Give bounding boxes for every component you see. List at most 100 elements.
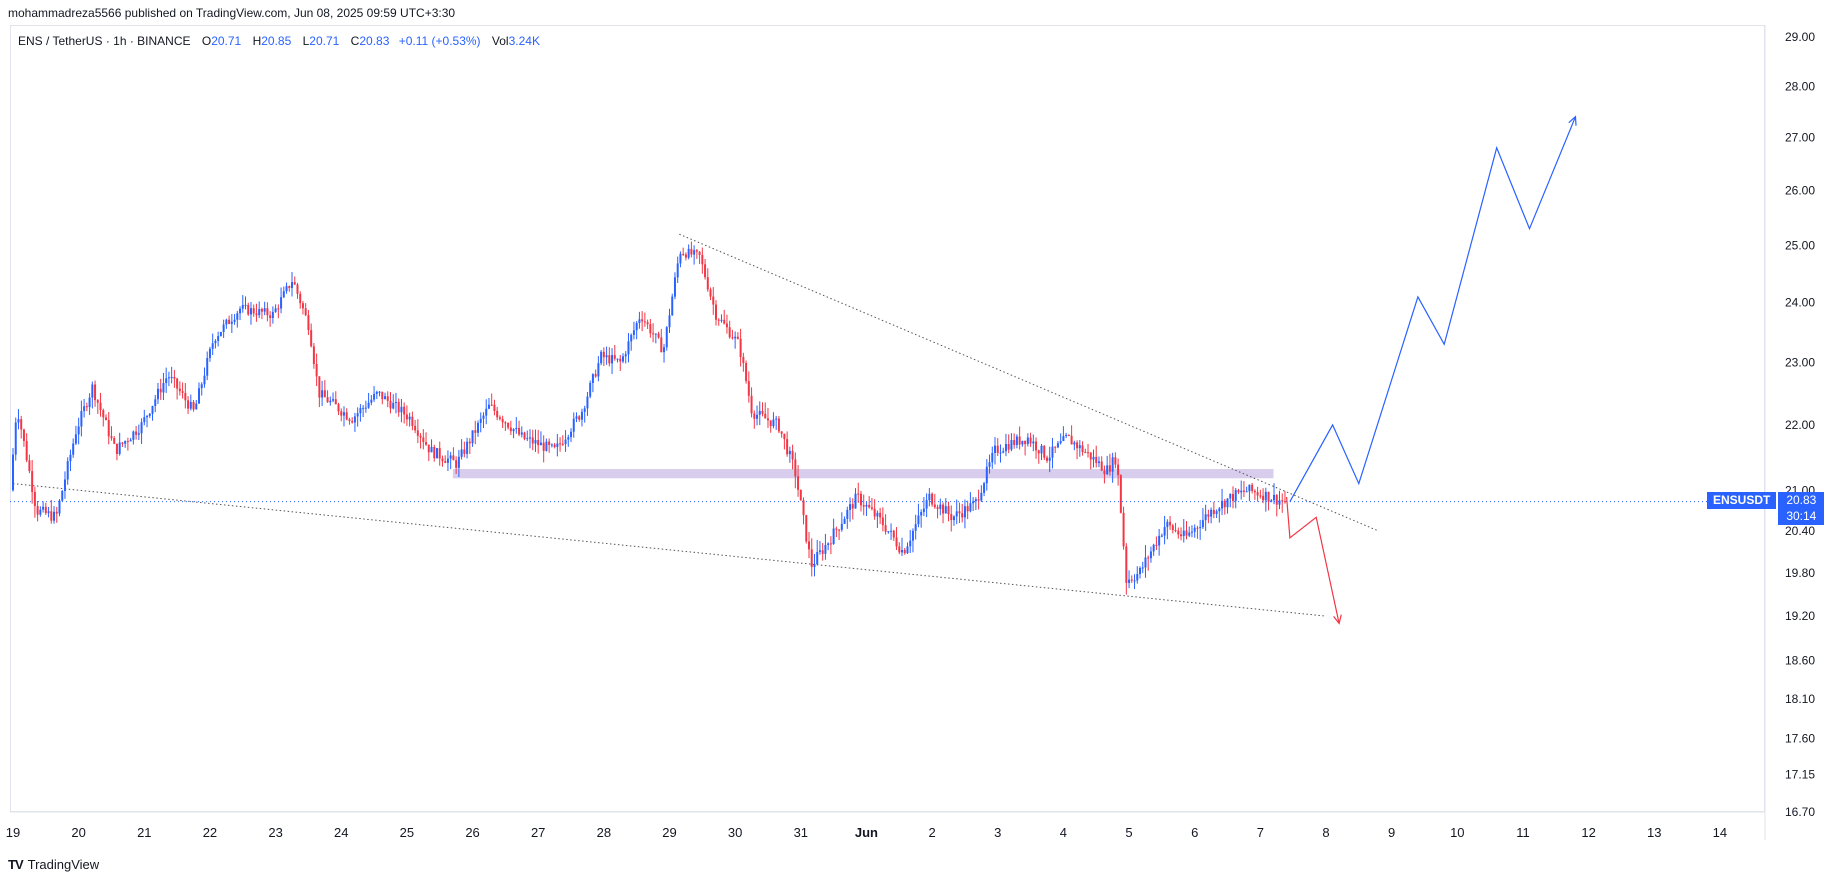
candle-body: [528, 437, 531, 439]
candle-body: [854, 493, 857, 509]
x-tick-label: 4: [1060, 825, 1067, 840]
candle-body: [1013, 440, 1016, 446]
candle-body: [334, 399, 337, 405]
candle-body: [438, 448, 441, 459]
candle-body: [621, 356, 624, 362]
candle-body: [22, 429, 25, 441]
candle-body: [725, 323, 728, 328]
candle-body: [911, 530, 914, 541]
candle-body: [690, 248, 693, 255]
candle-body: [1097, 461, 1100, 464]
candle-body: [42, 506, 45, 510]
forecast-up-path: [1289, 116, 1577, 502]
candle-body: [249, 308, 252, 315]
candle-body: [427, 444, 430, 453]
candle-body: [876, 512, 879, 517]
candle-body: [1081, 445, 1084, 453]
candle-body: [337, 404, 340, 412]
candle-body: [1021, 440, 1024, 445]
candle-body: [1270, 500, 1273, 502]
candle-body: [788, 450, 791, 455]
candle-body: [572, 418, 575, 432]
tradingview-logo-icon: TV: [8, 857, 24, 872]
legend-low-label: L: [302, 34, 310, 48]
x-tick-label: 30: [728, 825, 742, 840]
candle-body: [474, 430, 477, 433]
candle-body: [326, 397, 329, 403]
candle-body: [974, 499, 977, 502]
candle-body: [1065, 434, 1068, 437]
candle-body: [1234, 490, 1237, 501]
candle-body: [419, 435, 422, 438]
candle-body: [255, 313, 258, 316]
candle-body: [490, 404, 493, 406]
legend-symbol[interactable]: ENS / TetherUS · 1h · BINANCE: [18, 34, 191, 48]
candle-body: [444, 461, 447, 463]
candle-body: [178, 388, 181, 392]
legend-close: 20.83: [359, 34, 390, 48]
candle-body: [312, 346, 315, 364]
candle-body: [1054, 446, 1057, 448]
candle-body: [879, 512, 882, 518]
y-tick-label: 27.00: [1785, 130, 1815, 144]
candle-body: [126, 441, 129, 443]
candle-body: [217, 335, 220, 341]
candle-body: [1248, 484, 1251, 492]
tradingview-brand[interactable]: TV TradingView: [8, 857, 99, 872]
candle-body: [200, 384, 203, 389]
candle-body: [1177, 530, 1180, 535]
forecast-down-path: [1286, 496, 1340, 624]
candle-body: [624, 354, 627, 357]
candle-body: [684, 254, 687, 258]
candle-body: [1218, 508, 1221, 512]
candle-body: [1056, 443, 1059, 448]
y-tick-label: 16.70: [1785, 805, 1815, 819]
candle-body: [315, 363, 318, 377]
candle-body: [950, 514, 953, 521]
candle-body: [449, 455, 452, 459]
candle-body: [288, 286, 291, 288]
candle-body: [961, 513, 964, 518]
candle-body: [1264, 491, 1267, 501]
legend-low: 20.71: [309, 34, 340, 48]
candle-body: [873, 508, 876, 517]
candle-body: [323, 390, 326, 398]
candle-body: [1037, 450, 1040, 454]
candle-body: [1040, 445, 1043, 454]
legend-change: +0.11 (+0.53%): [398, 34, 481, 48]
candle-body: [184, 392, 187, 401]
candle-body: [963, 506, 966, 518]
candle-body: [827, 543, 830, 545]
candle-body: [942, 504, 945, 514]
x-tick-label: 27: [531, 825, 545, 840]
candle-body: [999, 452, 1002, 454]
candle-body: [405, 414, 408, 420]
candle-body: [1166, 521, 1169, 528]
trendline-lower: [12, 483, 1327, 617]
candle-body: [389, 400, 392, 409]
candle-body: [756, 414, 759, 419]
candle-body: [460, 449, 463, 457]
candle-body: [1199, 527, 1202, 529]
candle-body: [1149, 551, 1152, 559]
candle-body: [362, 407, 365, 409]
candle-body: [884, 525, 887, 532]
candle-body: [332, 399, 335, 401]
candle-body: [936, 507, 939, 509]
candle-body: [545, 441, 548, 451]
candle-body: [539, 442, 542, 446]
candle-body: [594, 374, 597, 377]
candle-body: [1262, 495, 1265, 501]
candle-body: [433, 446, 436, 459]
legend-open-label: O: [201, 34, 212, 48]
candle-body: [619, 358, 622, 362]
candle-body: [646, 322, 649, 325]
candle-body: [704, 264, 707, 278]
candle-body: [570, 431, 573, 438]
candle-body: [241, 305, 244, 309]
candle-body: [616, 358, 619, 360]
candle-body: [1002, 451, 1005, 453]
candle-body: [31, 471, 34, 492]
x-tick-label: 12: [1581, 825, 1595, 840]
